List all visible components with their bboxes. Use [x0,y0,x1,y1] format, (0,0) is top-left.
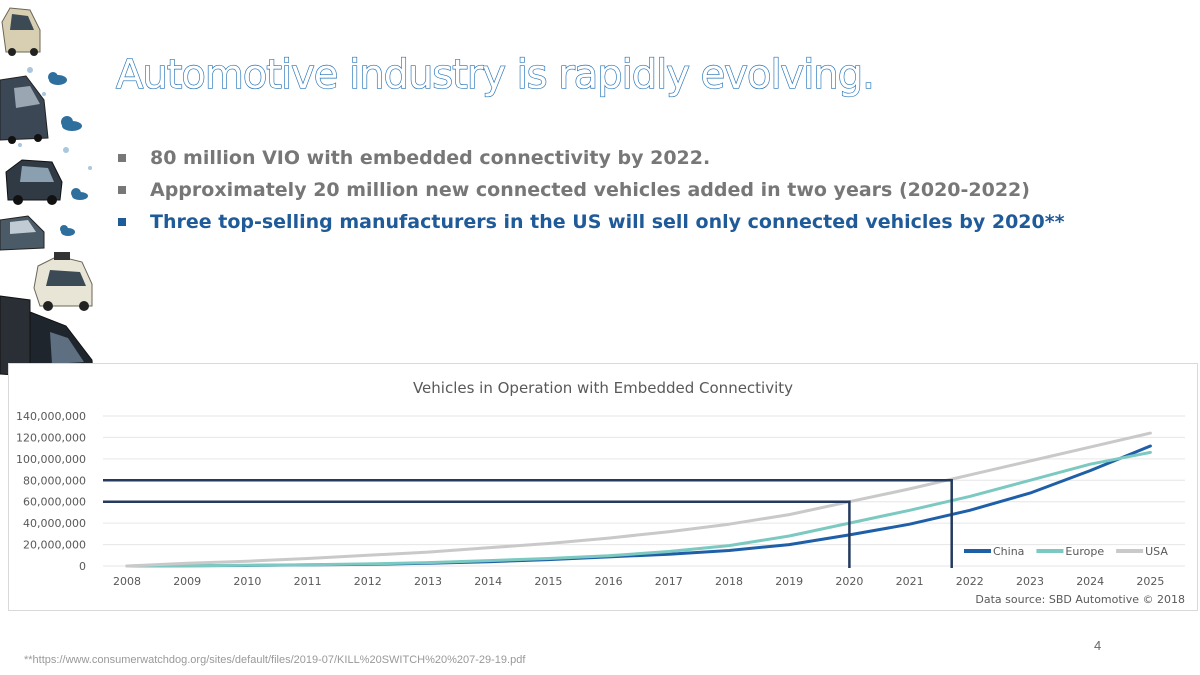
x-tick-label: 2017 [655,575,683,588]
guide-line [103,500,851,568]
footnote-link[interactable]: **https://www.consumerwatchdog.org/sites… [24,654,526,666]
y-tick-label: 40,000,000 [23,517,86,530]
x-tick-label: 2021 [896,575,924,588]
chart-title: Vehicles in Operation with Embedded Conn… [413,379,793,397]
x-tick-label: 2024 [1076,575,1104,588]
y-tick-label: 100,000,000 [16,453,86,466]
cloud-icon [61,116,82,131]
bullet-item: Approximately 20 million new connected v… [118,174,1065,206]
page-number: 4 [1094,638,1102,653]
y-tick-label: 140,000,000 [16,410,86,423]
x-tick-label: 2010 [233,575,261,588]
legend-label: Europe [1065,545,1104,558]
x-tick-label: 2009 [173,575,201,588]
legend-label: China [993,545,1024,558]
x-tick-label: 2013 [414,575,442,588]
bullet-list: 80 million VIO with embedded connectivit… [118,142,1065,238]
y-tick-label: 0 [79,560,86,573]
legend-label: USA [1145,545,1168,558]
van-icon [0,215,45,251]
square-bullet-icon [118,154,126,162]
data-source-label: Data source: SBD Automotive © 2018 [975,593,1185,606]
cloud-icon [60,225,75,236]
chart-container: Vehicles in Operation with Embedded Conn… [8,363,1198,611]
x-tick-label: 2022 [956,575,984,588]
x-tick-label: 2018 [715,575,743,588]
x-tick-label: 2016 [595,575,623,588]
x-tick-label: 2011 [294,575,322,588]
y-tick-label: 80,000,000 [23,474,86,487]
x-tick-label: 2008 [113,575,141,588]
series-line-europe [125,450,1152,568]
slide-title: Automotive industry is rapidly evolving. [115,51,875,98]
x-tick-label: 2015 [534,575,562,588]
bullet-text: Three top-selling manufacturers in the U… [150,211,1065,233]
cloud-icon [71,188,88,200]
x-tick-label: 2025 [1136,575,1164,588]
bullet-text: Approximately 20 million new connected v… [150,179,1030,201]
y-tick-label: 60,000,000 [23,496,86,509]
line-chart: Vehicles in Operation with Embedded Conn… [16,379,1185,606]
y-tick-label: 120,000,000 [16,431,86,444]
guide-line [103,479,953,568]
suv-icon [5,159,63,205]
square-bullet-icon [118,186,126,194]
x-tick-label: 2012 [354,575,382,588]
x-tick-label: 2014 [474,575,502,588]
x-tick-label: 2019 [775,575,803,588]
cloud-icon [48,72,67,85]
x-tick-label: 2020 [835,575,863,588]
car-icon [1,7,41,56]
autonomous-car-icon [33,252,93,311]
bullet-item: 80 million VIO with embedded connectivit… [118,142,1065,174]
bullet-item-highlighted: Three top-selling manufacturers in the U… [118,206,1065,238]
series-line-usa [125,431,1152,568]
x-tick-label: 2023 [1016,575,1044,588]
bullet-text: 80 million VIO with embedded connectivit… [150,147,711,169]
y-tick-label: 20,000,000 [23,539,86,552]
truck-icon [0,75,49,144]
vehicle-decoration [0,7,95,400]
square-bullet-icon [118,218,126,226]
